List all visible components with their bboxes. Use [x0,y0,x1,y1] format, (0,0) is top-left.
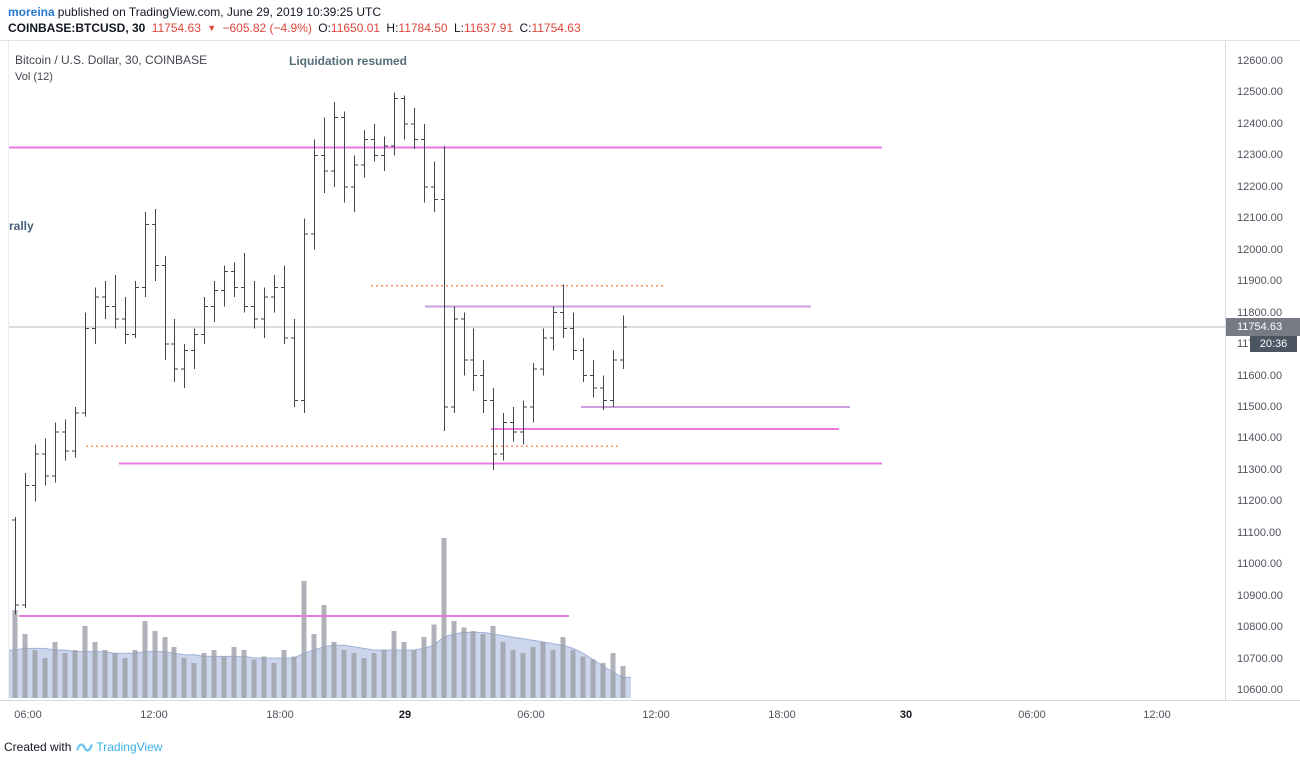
price-tick-label: 12100.00 [1237,212,1283,225]
high-value: 11784.50 [398,21,448,35]
price-tick-label: 11800.00 [1237,306,1283,319]
symbol-name: COINBASE:BTCUSD, 30 [8,21,146,35]
tradingview-logo-icon[interactable] [76,740,94,755]
price-tick-label: 12300.00 [1237,149,1283,162]
down-arrow-icon: ▼ [207,23,217,33]
time-tick-label: 12:00 [1143,709,1171,721]
price-tick-label: 12600.00 [1237,55,1283,67]
price-tick-label: 10900.00 [1237,589,1283,602]
price-tick-label: 12200.00 [1237,180,1283,193]
close-value: 11754.63 [531,21,581,35]
high-label: H: [386,21,399,35]
price-tick-label: 11000.00 [1237,558,1283,571]
chart-legend-volume[interactable]: Vol (12) [15,71,53,83]
bar-countdown-label: 20:36 [1250,335,1297,352]
footer: Created with TradingView [0,730,1300,764]
chart-legend-title[interactable]: Bitcoin / U.S. Dollar, 30, COINBASE [15,53,208,67]
price-tick-label: 12400.00 [1237,117,1283,130]
price-tick-label: 11300.00 [1237,463,1283,476]
price-pane[interactable]: Bitcoin / U.S. Dollar, 30, COINBASE Vol … [8,41,1226,701]
volume-bars [12,538,626,698]
last-price: 11754.63 [151,21,201,35]
publish-header: moreina published on TradingView.com, Jun… [0,0,1300,40]
time-scale[interactable]: 06:00 12:00 18:00 29 06:00 12:00 18:00 30 06:00 1… [0,700,1300,730]
tradingview-brand-link[interactable]: TradingView [96,740,163,754]
time-tick-label: 06:00 [517,709,545,721]
publish-line: moreina published on TradingView.com, Jun… [8,5,381,19]
price-tick-label: 11500.00 [1237,400,1283,413]
time-tick-day-label: 29 [398,709,412,721]
price-tick-label: 11900.00 [1237,275,1283,288]
price-tick-label: 11200.00 [1237,495,1283,508]
price-scale[interactable]: 11754.63 20:36 12600.00 12500.00 12400.00 1… [1225,41,1300,731]
low-value: 11637.91 [463,21,514,35]
horizontal-levels[interactable] [9,146,882,618]
time-tick-label: 12:00 [140,709,168,721]
price-tick-label: 11600.00 [1237,369,1283,382]
price-tick-label: 10600.00 [1237,684,1283,696]
price-tick-label: 12500.00 [1237,86,1283,99]
time-tick-label: 12:00 [642,709,670,721]
close-label: C: [519,21,532,35]
current-price-label: 11754.63 [1226,317,1300,336]
annotation-rally[interactable]: rally [9,219,34,233]
author-name[interactable]: moreina [8,5,55,19]
low-label: L: [453,21,464,35]
price-tick-label: 10800.00 [1237,621,1283,634]
symbol-quote-line: COINBASE:BTCUSD, 30 11754.63 ▼ −605.82 (… [8,21,584,35]
created-with-text: Created with [4,740,72,754]
ohlc-bars [12,92,627,615]
open-label: O: [318,21,331,35]
time-tick-label: 18:00 [266,709,294,721]
price-tick-label: 11100.00 [1237,526,1282,539]
publish-text: published on TradingView.com, June 29, 2… [57,5,382,19]
price-change: −605.82 (−4.9%) [222,21,312,35]
time-tick-label: 06:00 [1018,709,1046,721]
price-tick-label: 11400.00 [1237,432,1283,445]
chart-area[interactable]: Bitcoin / U.S. Dollar, 30, COINBASE Vol … [0,40,1300,731]
annotation-liquidation[interactable]: Liquidation resumed [289,54,408,68]
price-tick-label: 12000.00 [1237,243,1283,256]
open-value: 11650.01 [330,21,381,35]
volume-ma-area [9,631,631,698]
time-tick-label: 18:00 [768,709,796,721]
time-tick-label: 06:00 [14,709,42,721]
price-chart-canvas[interactable] [9,41,1226,701]
time-tick-day-label: 30 [899,709,913,721]
price-tick-label: 10700.00 [1237,652,1283,665]
